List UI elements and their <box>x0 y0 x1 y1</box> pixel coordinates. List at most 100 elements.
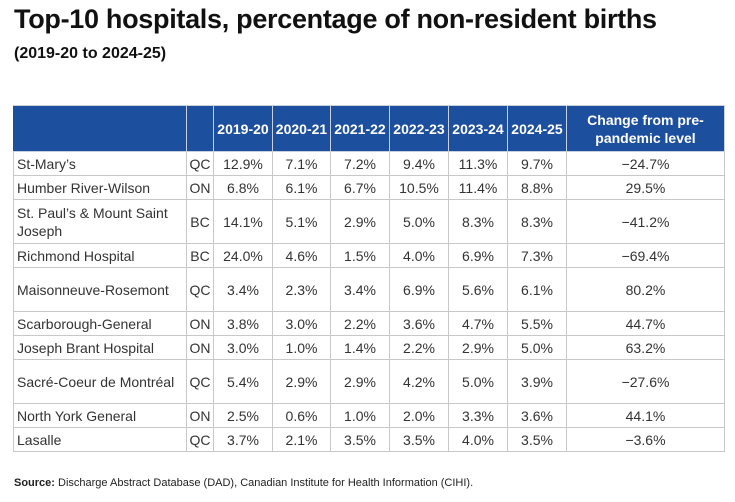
percentage-cell: 2.9% <box>272 359 331 404</box>
percentage-cell: 3.3% <box>448 403 508 428</box>
percentage-cell: 6.9% <box>389 267 449 312</box>
percentage-cell: 5.0% <box>389 199 449 244</box>
percentage-cell: 5.0% <box>448 359 508 404</box>
percentage-cell: 8.8% <box>507 175 567 200</box>
percentage-cell: 5.6% <box>448 267 508 312</box>
column-header <box>186 105 214 152</box>
province-cell: QC <box>186 359 214 404</box>
table-row: North York General ON 2.5% 0.6% 1.0% 2.0% 3.3%… <box>13 403 725 428</box>
percentage-cell: 2.2% <box>389 335 449 360</box>
percentage-cell: 9.7% <box>507 151 567 176</box>
change-cell: 80.2% <box>566 267 725 312</box>
hospital-name-cell: Scarborough-General <box>13 311 187 336</box>
percentage-cell: 6.7% <box>330 175 390 200</box>
percentage-cell: 4.0% <box>448 427 508 452</box>
percentage-cell: 6.1% <box>272 175 331 200</box>
percentage-cell: 4.2% <box>389 359 449 404</box>
column-header: Change from pre-pandemic level <box>566 105 725 152</box>
percentage-cell: 2.9% <box>330 359 390 404</box>
percentage-cell: 24.0% <box>213 243 273 268</box>
percentage-cell: 1.0% <box>272 335 331 360</box>
province-cell: BC <box>186 199 214 244</box>
column-header: 2020-21 <box>272 105 331 152</box>
percentage-cell: 0.6% <box>272 403 331 428</box>
source-text: Discharge Abstract Database (DAD), Canad… <box>54 477 474 489</box>
percentage-cell: 4.7% <box>448 311 508 336</box>
page-subtitle: (2019-20 to 2024-25) <box>14 45 167 62</box>
province-cell: QC <box>186 427 214 452</box>
table-header-row: 2019-20 2020-21 2021-22 2022-23 2023-24 2024-… <box>13 105 725 152</box>
percentage-cell: 3.6% <box>389 311 449 336</box>
column-header: 2021-22 <box>330 105 390 152</box>
percentage-cell: 2.0% <box>389 403 449 428</box>
change-cell: 44.7% <box>566 311 725 336</box>
percentage-cell: 3.5% <box>389 427 449 452</box>
hospital-name-cell: Humber River-Wilson <box>13 175 187 200</box>
percentage-cell: 1.0% <box>330 403 390 428</box>
change-cell: −41.2% <box>566 199 725 244</box>
percentage-cell: 3.5% <box>330 427 390 452</box>
percentage-cell: 7.1% <box>272 151 331 176</box>
table-row: Lasalle QC 3.7% 2.1% 3.5% 3.5% 4.0% 3.5% −3.6% <box>13 427 725 452</box>
percentage-cell: 6.9% <box>448 243 508 268</box>
percentage-cell: 10.5% <box>389 175 449 200</box>
percentage-cell: 2.1% <box>272 427 331 452</box>
percentage-cell: 3.0% <box>272 311 331 336</box>
percentage-cell: 2.2% <box>330 311 390 336</box>
column-header <box>13 105 187 152</box>
column-header: 2022-23 <box>389 105 449 152</box>
percentage-cell: 3.4% <box>330 267 390 312</box>
table-row: Joseph Brant Hospital ON 3.0% 1.0% 1.4% 2.2% 2… <box>13 335 725 360</box>
percentage-cell: 3.6% <box>507 403 567 428</box>
percentage-cell: 6.8% <box>213 175 273 200</box>
percentage-cell: 5.4% <box>213 359 273 404</box>
province-cell: QC <box>186 267 214 312</box>
page-title: Top-10 hospitals, percentage of non-resi… <box>14 4 657 34</box>
percentage-cell: 14.1% <box>213 199 273 244</box>
percentage-cell: 5.0% <box>507 335 567 360</box>
hospital-name-cell: Joseph Brant Hospital <box>13 335 187 360</box>
percentage-cell: 3.8% <box>213 311 273 336</box>
hospital-name-cell: Sacré-Coeur de Montréal <box>13 359 187 404</box>
percentage-cell: 11.3% <box>448 151 508 176</box>
percentage-cell: 9.4% <box>389 151 449 176</box>
hospitals-table: 2019-20 2020-21 2021-22 2022-23 2023-24 2024-… <box>13 105 725 452</box>
hospital-name-cell: St-Mary’s <box>13 151 187 176</box>
percentage-cell: 5.1% <box>272 199 331 244</box>
percentage-cell: 11.4% <box>448 175 508 200</box>
change-cell: −3.6% <box>566 427 725 452</box>
percentage-cell: 4.6% <box>272 243 331 268</box>
hospital-name-cell: St. Paul’s & Mount Saint Joseph <box>13 199 187 244</box>
column-header: 2019-20 <box>213 105 273 152</box>
percentage-cell: 3.0% <box>213 335 273 360</box>
source-label: Source: <box>14 477 55 489</box>
hospital-name-cell: Lasalle <box>13 427 187 452</box>
percentage-cell: 3.5% <box>507 427 567 452</box>
column-header: 2024-25 <box>507 105 567 152</box>
percentage-cell: 4.0% <box>389 243 449 268</box>
percentage-cell: 12.9% <box>213 151 273 176</box>
hospital-name-cell: Maisonneuve-Rosemont <box>13 267 187 312</box>
province-cell: ON <box>186 311 214 336</box>
percentage-cell: 2.9% <box>330 199 390 244</box>
percentage-cell: 8.3% <box>448 199 508 244</box>
province-cell: QC <box>186 151 214 176</box>
percentage-cell: 5.5% <box>507 311 567 336</box>
change-cell: 29.5% <box>566 175 725 200</box>
table-row: Sacré-Coeur de Montréal QC 5.4% 2.9% 2.9% 4.2… <box>13 359 725 404</box>
table-row: Humber River-Wilson ON 6.8% 6.1% 6.7% 10.5% 11… <box>13 175 725 200</box>
change-cell: 63.2% <box>566 335 725 360</box>
percentage-cell: 7.3% <box>507 243 567 268</box>
table-row: St. Paul’s & Mount Saint Joseph BC 14.1% 5.… <box>13 199 725 244</box>
column-header: 2023-24 <box>448 105 508 152</box>
percentage-cell: 2.5% <box>213 403 273 428</box>
province-cell: ON <box>186 403 214 428</box>
percentage-cell: 1.4% <box>330 335 390 360</box>
table-row: Scarborough-General ON 3.8% 3.0% 2.2% 3.6% 4.7… <box>13 311 725 336</box>
percentage-cell: 6.1% <box>507 267 567 312</box>
table-row: St-Mary’s QC 12.9% 7.1% 7.2% 9.4% 11.3% 9.7% −24… <box>13 151 725 176</box>
percentage-cell: 3.7% <box>213 427 273 452</box>
change-cell: −27.6% <box>566 359 725 404</box>
percentage-cell: 3.9% <box>507 359 567 404</box>
percentage-cell: 2.3% <box>272 267 331 312</box>
